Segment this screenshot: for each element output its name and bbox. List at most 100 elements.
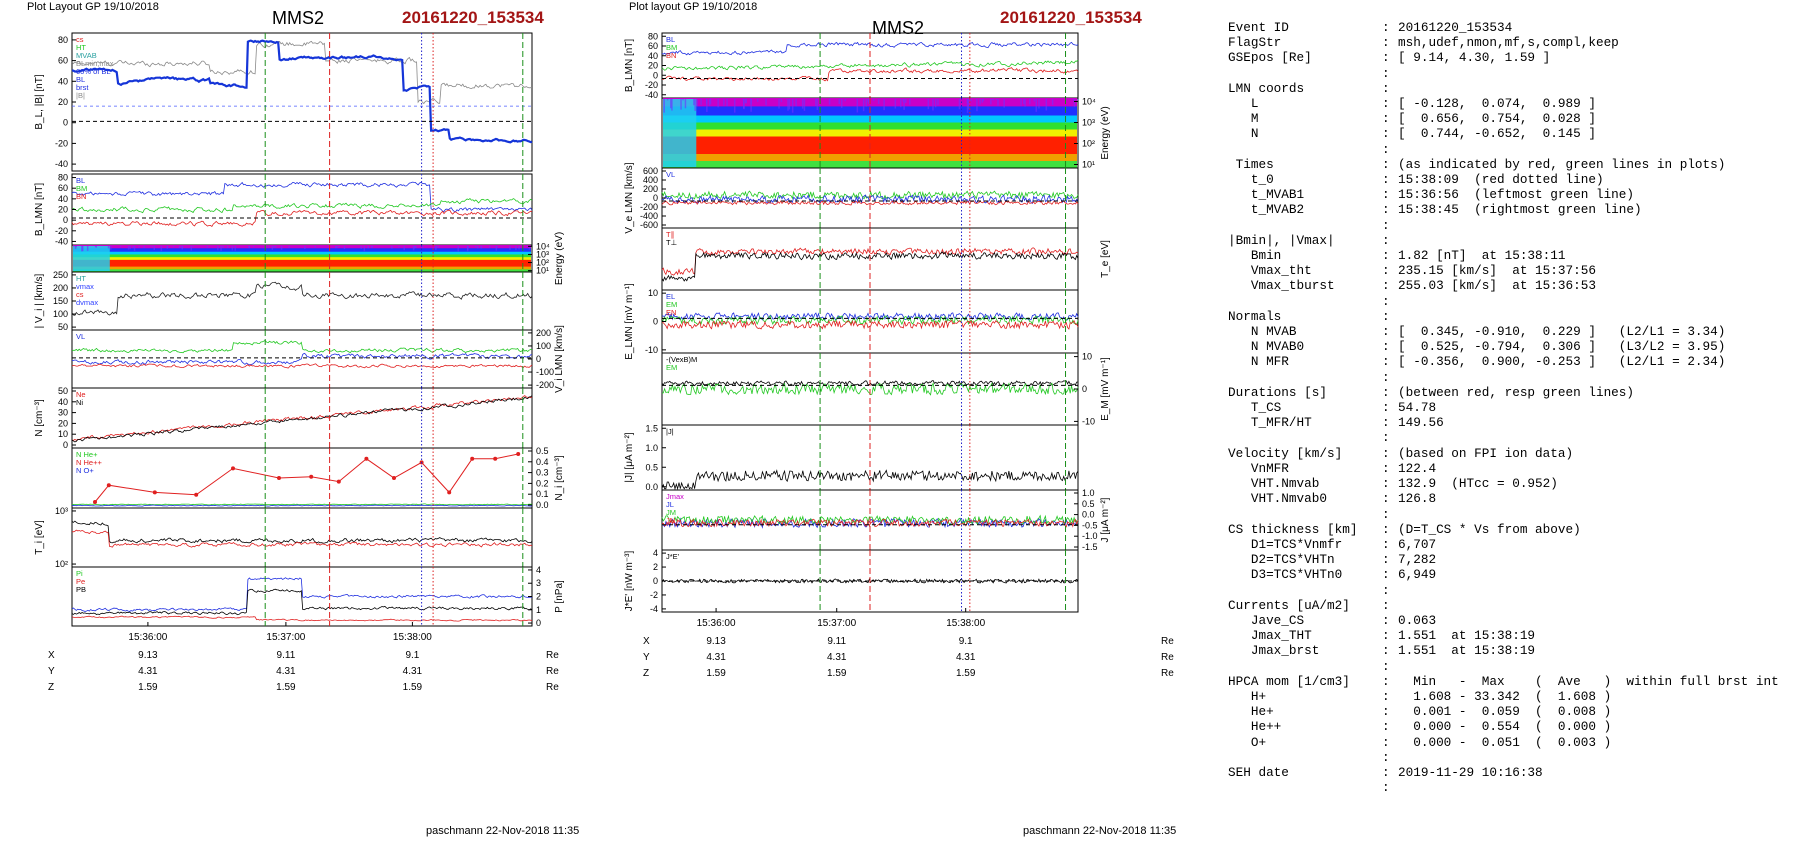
legend-entry: HT [76,43,86,52]
spectrogram-speckle [862,99,865,112]
spectrogram-speckle [883,99,885,111]
series-Pi [71,577,533,612]
coord-value: 1.59 [138,682,158,693]
info-key [1228,370,1382,385]
y-tick-label: 60 [58,183,68,193]
spectrogram-speckle [314,246,317,248]
y-tick-label: 100 [53,309,68,319]
info-value: 7,282 [1398,552,1437,568]
info-key: t_0 [1228,172,1274,188]
legend-entry: PB [76,585,86,594]
y-tick-label-right: 10² [1082,139,1095,149]
legend-entry: J*E' [666,552,680,561]
info-colon: : [1382,521,1390,537]
info-colon: : [1382,430,1390,446]
series-O+ [71,504,533,507]
spectrogram-speckle [1023,99,1025,105]
spectrogram-speckle [160,246,163,252]
spectrogram-speckle [1028,99,1031,105]
info-colon: : [1382,354,1390,370]
y-axis-label: T_i [eV] [34,520,45,555]
coord-value: 4.31 [956,652,976,663]
info-colon: : [1382,339,1390,355]
spectrogram-speckle [509,246,511,250]
legend-entry: cs [76,35,84,44]
y-axis-label-right: T_e [eV] [1100,240,1111,278]
info-value: 235.15 [km/s] at 15:37:56 [1398,263,1596,279]
info-key [1228,430,1382,445]
y-tick-label: -10 [645,345,658,355]
info-value: 6,949 [1398,567,1437,583]
info-value: 6,707 [1398,536,1437,552]
spectrogram-speckle [133,246,136,251]
y-tick-label-right: -1.0 [1082,531,1098,541]
info-row: t_MVAB1:15:36:56 (leftmost green line) [1228,187,1798,202]
info-row: : [1228,750,1798,765]
info-value: 255.03 [km/s] at 15:36:53 [1398,278,1596,294]
spectrogram-speckle [958,99,961,110]
info-row: Jave_CS:0.063 [1228,613,1798,628]
spectrogram-speckle [226,246,229,248]
y-tick-label-right: 0.0 [1082,510,1095,520]
info-key: GSEpos [Re] [1228,50,1312,66]
info-value: 20161220_153534 [1398,20,1513,35]
series-Te [71,529,533,548]
legend-entry: BM [76,184,87,193]
spectrogram-speckle [81,246,84,252]
spectrogram-speckle [192,246,195,247]
series-point [470,456,475,461]
spectrogram-speckle [518,246,520,250]
spectrogram-speckle [480,246,482,249]
spectrogram-speckle [899,99,902,108]
info-colon: : [1382,384,1390,400]
spectrogram-speckle [787,99,789,111]
spectrogram-band [73,259,531,268]
info-row: Velocity [km/s]: (based on FPI ion data) [1228,446,1798,461]
coord-value: 4.31 [403,666,423,677]
y-tick-label: 200 [643,184,658,194]
y-tick-label: 0 [653,193,658,203]
series-B [71,40,532,105]
info-row: Bmin:1.82 [nT] at 15:38:11 [1228,248,1798,263]
legend-entry: BN [666,51,676,60]
info-row: Times: (as indicated by red, green lines … [1228,157,1798,172]
info-colon: : [1382,780,1390,796]
y-tick-label: 200 [53,283,68,293]
spectrogram-speckle [267,246,270,248]
series-VN [71,363,533,369]
x-tick-label: 15:37:00 [266,632,305,643]
info-value: 15:38:09 (red dotted line) [1398,172,1604,188]
spectrogram-speckle [360,246,362,249]
coord-value: 9.11 [277,650,296,661]
info-key: D1=TCS*Vnmfr [1228,536,1343,552]
coord-value: 1.59 [956,668,976,679]
coord-axis-label: Z [48,682,54,693]
panel-7: 1.00.50.0-0.5-1.0-1.5J [μA m⁻²] JmaxJLJMJ… [661,488,1111,552]
spectrogram-speckle [663,99,665,113]
info-value: 15:38:45 (rightmost green line) [1398,202,1642,218]
info-row: : [1228,659,1798,674]
spectrogram-speckle [178,246,181,249]
spectrogram-speckle [756,99,759,102]
info-row: Event ID:20161220_153534 [1228,20,1798,35]
info-key: D2=TCS*VHTn [1228,552,1335,568]
spectrogram-speckle [750,99,752,112]
x-tick-label: 15:37:00 [817,618,856,629]
info-colon: : [1382,172,1390,188]
y-tick-label: 0 [653,70,658,80]
info-key: VHT.Nmvab0 [1228,491,1327,507]
coord-value: 9.13 [138,650,158,661]
y-tick-label-right: 10 [1082,352,1092,362]
info-colon: : [1382,324,1390,340]
right-plot-event-id: 20161220_153534 [1000,8,1142,27]
info-row: VHT.Nmvab0:126.8 [1228,491,1798,506]
info-colon: : [1382,460,1390,476]
info-value: 54.78 [1398,400,1437,416]
info-value: [ 9.14, 4.30, 1.59 ] [1398,50,1551,66]
spectrogram-speckle [86,246,89,251]
spectrogram-speckle [421,246,424,248]
legend-entry: EN [666,308,676,317]
spectrogram-speckle [778,99,780,109]
spectrogram-band [663,129,1077,137]
